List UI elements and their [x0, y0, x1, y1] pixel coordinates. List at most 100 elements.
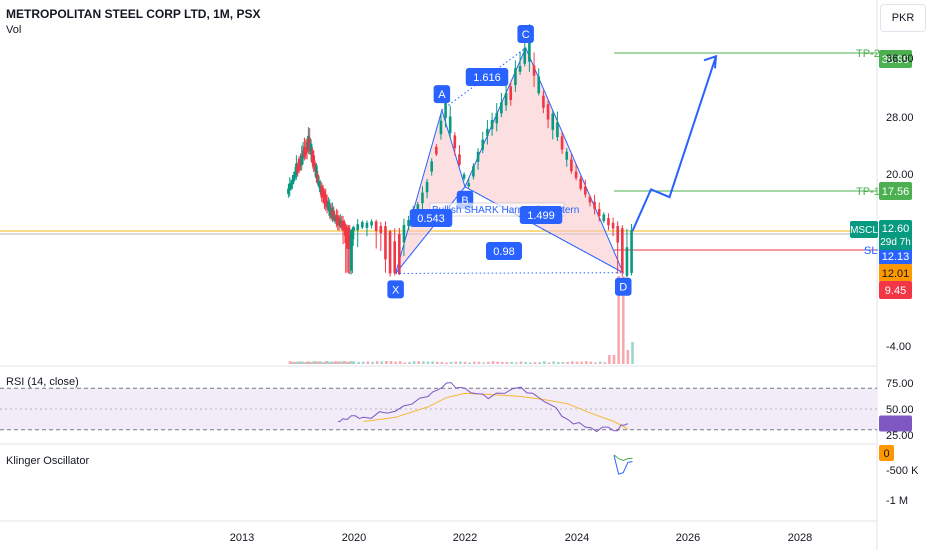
- volume-bar: [331, 362, 334, 364]
- candle-body: [329, 208, 333, 218]
- volume-bar: [538, 362, 541, 364]
- volume-bar: [463, 361, 467, 364]
- volume-bar: [326, 361, 329, 364]
- point-label-a: A: [438, 89, 446, 101]
- volume-bar: [580, 361, 583, 364]
- candle-body: [430, 161, 433, 172]
- candle-body: [292, 174, 296, 182]
- volume-bar: [291, 361, 294, 364]
- candle-body: [528, 39, 531, 62]
- candle-body: [472, 166, 475, 177]
- volume-bar: [487, 361, 490, 364]
- candle-body: [370, 221, 373, 226]
- candle-body: [495, 112, 499, 124]
- candle-body: [490, 119, 494, 130]
- candle-body: [537, 76, 541, 94]
- volume-bar: [408, 361, 411, 364]
- tp1-label: TP-1: [856, 186, 880, 198]
- volume-bar: [501, 362, 504, 364]
- volume-bar: [303, 362, 306, 364]
- candle-body: [352, 227, 356, 231]
- candle-body: [462, 174, 466, 179]
- candle-body: [500, 102, 503, 114]
- candle-body: [344, 225, 348, 244]
- volume-bar: [557, 362, 560, 364]
- volume-bar: [412, 361, 416, 364]
- time-tick-4: 2026: [676, 532, 700, 544]
- symbol-title[interactable]: METROPOLITAN STEEL CORP LTD, 1M, PSX: [6, 7, 261, 21]
- candle-body: [356, 224, 359, 231]
- volume-bar: [324, 361, 328, 364]
- candle-body: [335, 215, 338, 223]
- candle-body: [393, 241, 396, 274]
- volume-bar: [612, 355, 616, 364]
- candle-body: [325, 200, 329, 208]
- candle-body: [588, 196, 592, 203]
- volume-bar: [375, 361, 379, 364]
- candle-body: [308, 138, 312, 152]
- candle-body: [514, 68, 517, 86]
- candle-body: [340, 221, 344, 228]
- price-badge-3-bg: [879, 281, 912, 299]
- point-label-x-bg: [387, 280, 404, 299]
- price-tick-0: 36.00: [886, 53, 914, 65]
- candle-body: [546, 104, 550, 120]
- volume-bar: [435, 361, 439, 364]
- klinger-signal-line: [613, 454, 633, 462]
- volume-bar: [350, 361, 353, 364]
- volume-bar: [334, 361, 337, 364]
- candle-body: [309, 143, 313, 155]
- rsi-ma-line: [363, 392, 629, 430]
- volume-bar: [346, 361, 349, 364]
- volume-bar: [312, 361, 316, 364]
- volume-bar: [575, 361, 579, 364]
- price-tick-1: 28.00: [886, 112, 914, 124]
- candle-body: [328, 205, 332, 216]
- volume-bar: [394, 361, 397, 364]
- point-label-c: C: [522, 29, 530, 41]
- time-tick-0: 2013: [230, 532, 254, 544]
- volume-bar: [352, 361, 356, 364]
- candle-body: [481, 139, 485, 150]
- volume-bar: [529, 362, 532, 364]
- volume-bar: [515, 362, 518, 364]
- volume-bar: [292, 362, 296, 364]
- candle-body: [630, 230, 633, 274]
- volume-bar: [473, 361, 476, 364]
- candle-body: [435, 146, 438, 155]
- volume-bar: [496, 361, 499, 364]
- pattern-triangle-bcd: [464, 46, 625, 274]
- volume-bar: [491, 361, 495, 364]
- price-tick-2: 20.00: [886, 169, 914, 181]
- price-badge-2: 12.01: [882, 268, 910, 280]
- rsi-title[interactable]: RSI (14, close): [6, 376, 79, 388]
- volume-bar: [361, 361, 365, 364]
- candle-body: [458, 154, 461, 165]
- volume-bar: [296, 361, 300, 364]
- volume-bar: [357, 361, 360, 364]
- rsi-tick-2: 25.00: [886, 430, 914, 442]
- klinger-title[interactable]: Klinger Oscillator: [6, 455, 90, 467]
- volume-bar: [603, 362, 607, 364]
- bar-countdown: 29d 7h: [880, 237, 911, 248]
- time-tick-1: 2020: [342, 532, 366, 544]
- candle-body: [565, 151, 569, 160]
- candle-body: [584, 186, 587, 195]
- candle-body: [291, 179, 294, 185]
- volume-bar: [342, 361, 345, 364]
- time-tick-3: 2024: [565, 532, 589, 544]
- price-tick-3: -4.00: [886, 341, 911, 353]
- candle-body: [486, 128, 489, 136]
- volume-bar: [571, 361, 574, 364]
- candle-body: [439, 120, 443, 135]
- symbol-badge-bg: [850, 221, 878, 238]
- currency-button[interactable]: PKR: [880, 4, 926, 32]
- candle-body: [448, 116, 452, 134]
- candle-body: [398, 234, 401, 275]
- rsi-line: [337, 382, 629, 433]
- candle-body: [303, 146, 306, 158]
- volume-bar: [477, 361, 481, 364]
- candle-body: [379, 226, 383, 234]
- candle-body: [453, 135, 457, 149]
